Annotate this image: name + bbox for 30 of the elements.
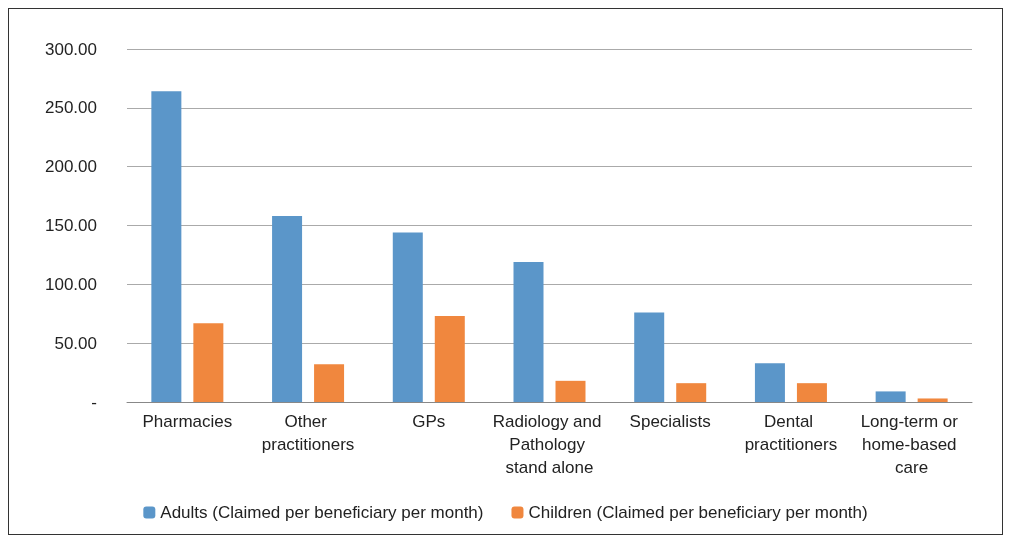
bar bbox=[634, 312, 665, 402]
y-tick-label: 200.00 bbox=[45, 157, 97, 177]
x-tick-label: Long-term or home-based care bbox=[860, 412, 963, 477]
bar bbox=[875, 391, 906, 402]
y-tick-label: 150.00 bbox=[45, 216, 97, 235]
legend-label: Adults (Claimed per beneficiary per month) bbox=[160, 503, 484, 522]
bar bbox=[392, 232, 423, 402]
y-tick-label: 250.00 bbox=[45, 98, 97, 118]
bar bbox=[754, 363, 785, 402]
legend-label: Children (Claimed per beneficiary per month) bbox=[528, 503, 868, 522]
y-tick-label: 300.00 bbox=[45, 39, 97, 59]
bar bbox=[513, 261, 544, 402]
x-tick-label: Dental practitioners bbox=[744, 412, 838, 454]
y-tick-label: 50.00 bbox=[54, 333, 97, 353]
bar bbox=[272, 216, 303, 402]
y-tick-label: 100.00 bbox=[45, 274, 97, 294]
bar bbox=[676, 383, 707, 402]
bar bbox=[796, 383, 827, 402]
bar bbox=[314, 364, 345, 402]
bar bbox=[151, 91, 182, 402]
bar bbox=[917, 398, 948, 402]
bar bbox=[193, 323, 224, 402]
x-tick-label: Pharmacies bbox=[142, 412, 233, 431]
bar bbox=[434, 316, 465, 402]
x-tick-label: Other practitioners bbox=[261, 412, 355, 454]
x-tick-label: GPs bbox=[412, 412, 446, 431]
x-tick-label: Specialists bbox=[629, 412, 711, 431]
x-tick-label: Radiology and Pathology stand alone bbox=[492, 412, 607, 477]
bar bbox=[555, 380, 586, 402]
y-tick-label: - bbox=[91, 392, 97, 412]
